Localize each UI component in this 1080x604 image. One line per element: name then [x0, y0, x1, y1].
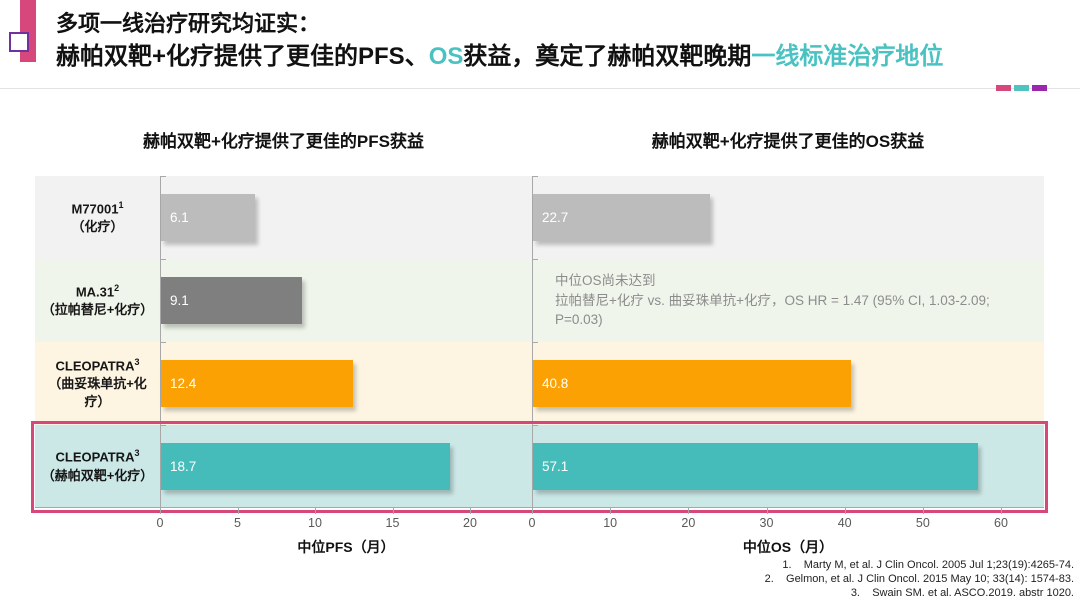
- page-title-line1: 多项一线治疗研究均证实：: [56, 11, 321, 36]
- right-chart-title: 赫帕双靶+化疗提供了更佳的OS获益: [651, 132, 925, 151]
- tick-mark: [237, 508, 239, 514]
- bar-value-label: 18.7: [170, 459, 197, 474]
- os-not-reached-note: 中位OS尚未达到 拉帕替尼+化疗 vs. 曲妥珠单抗+化疗，OS HR = 1.…: [533, 259, 1044, 342]
- bar-value-label: 57.1: [542, 459, 569, 474]
- os-bar-cleopatra-trastuzumab: 40.8: [533, 360, 852, 407]
- dash-teal: [1014, 85, 1029, 91]
- tick-label: 10: [603, 516, 618, 530]
- tick-label: 15: [385, 516, 400, 530]
- tick-mark: [766, 508, 768, 514]
- footnote-1: 1. Marty M, et al. J Clin Oncol. 2005 Ju…: [782, 558, 1074, 571]
- pfs-bar-cleopatra-dual: 18.7: [161, 443, 451, 490]
- tick-mark: [688, 508, 690, 514]
- pfs-axis-label: 中位PFS（月）: [297, 539, 395, 555]
- footnotes: 1. Marty M, et al. J Clin Oncol. 2005 Ju…: [765, 558, 1074, 600]
- header-accent-square-icon: [9, 32, 29, 52]
- study-name: CLEOPATRA3: [55, 448, 140, 465]
- dash-purple: [1032, 85, 1047, 91]
- os-plot-cell: 中位OS尚未达到 拉帕替尼+化疗 vs. 曲妥珠单抗+化疗，OS HR = 1.…: [532, 259, 1044, 342]
- left-chart-title: 赫帕双靶+化疗提供了更佳的PFS获益: [143, 132, 424, 151]
- chart-titles-row: 赫帕双靶+化疗提供了更佳的PFS获益 赫帕双靶+化疗提供了更佳的OS获益: [35, 127, 1044, 152]
- tick-mark: [532, 508, 533, 514]
- study-treatment: （曲妥珠单抗+化疗）: [48, 376, 147, 410]
- study-name: MA.312: [75, 282, 120, 299]
- study-name: CLEOPATRA3: [55, 356, 140, 373]
- row-label-cleopatra-dual: CLEOPATRA3 （赫帕双靶+化疗）: [35, 425, 160, 508]
- tick-label: 10: [308, 516, 322, 530]
- tick-label: 5: [234, 516, 241, 530]
- tick-label: 20: [681, 516, 696, 530]
- os-axis-label: 中位OS（月）: [742, 539, 834, 555]
- title-segment: 赫帕双靶+化疗提供了更佳的PFS、: [56, 42, 429, 70]
- row-label-m77001: M770011 （化疗）: [35, 176, 160, 259]
- bar-value-label: 40.8: [542, 376, 569, 391]
- os-plot-cell: 57.1: [532, 425, 1044, 508]
- note-line2: 拉帕替尼+化疗 vs. 曲妥珠单抗+化疗，OS HR = 1.47 (95% C…: [555, 292, 990, 328]
- note-line1: 中位OS尚未达到: [555, 273, 656, 289]
- tick-mark: [610, 508, 612, 514]
- tick-label: 0: [528, 516, 536, 530]
- pfs-plot-cell: 6.1: [160, 176, 532, 259]
- pfs-plot-cell: 12.4: [160, 342, 532, 425]
- dash-pink: [996, 85, 1011, 91]
- charts-grid: M770011 （化疗） 6.1 22.7 MA.312 （拉帕替尼+化疗） 9…: [31, 176, 1048, 513]
- study-treatment: （赫帕双靶+化疗）: [41, 467, 154, 483]
- pfs-plot-cell: 18.7: [160, 425, 532, 508]
- bar-value-label: 12.4: [170, 376, 197, 391]
- tick-label: 30: [759, 516, 774, 530]
- row-label-cleopatra-trastuzumab: CLEOPATRA3 （曲妥珠单抗+化疗）: [35, 342, 160, 425]
- pfs-plot-cell: 9.1: [160, 259, 532, 342]
- os-bar-m77001: 22.7: [533, 194, 711, 241]
- tick-label: 40: [837, 516, 852, 530]
- tick-label: 20: [463, 516, 477, 530]
- pfs-bar-ma31: 9.1: [161, 277, 302, 324]
- footnote-2: 2. Gelmon, et al. J Clin Oncol. 2015 May…: [764, 572, 1074, 585]
- bar-value-label: 22.7: [542, 210, 569, 225]
- x-axes: 0 5 10 15 20 0 10 20 30 40 50 60: [35, 508, 1044, 536]
- tick-label: 0: [156, 516, 164, 530]
- title-segment-highlight: 一线标准治疗地位: [751, 42, 944, 70]
- row-label-ma31: MA.312 （拉帕替尼+化疗）: [35, 259, 160, 342]
- tick-mark: [1001, 508, 1002, 514]
- os-bar-cleopatra-dual: 57.1: [533, 443, 979, 490]
- os-x-axis: 0 10 20 30 40 50 60: [528, 508, 1044, 536]
- os-plot-cell: 40.8: [532, 342, 1044, 425]
- os-plot-cell: 22.7: [532, 176, 1044, 259]
- bar-value-label: 9.1: [170, 293, 189, 308]
- tick-mark: [922, 508, 924, 514]
- tick-label: 50: [915, 516, 930, 530]
- footnote-3: 3. Swain SM. et al. ASCO.2019. abstr 102…: [850, 586, 1074, 599]
- decorative-dashes: [996, 85, 1047, 91]
- bar-value-label: 6.1: [170, 210, 189, 225]
- tick-mark: [315, 508, 316, 514]
- pfs-bar-cleopatra-trastuzumab: 12.4: [161, 360, 353, 407]
- title-segment-os: OS: [428, 42, 464, 70]
- tick-mark: [470, 508, 471, 514]
- page-title: 多项一线治疗研究均证实： 赫帕双靶+化疗提供了更佳的PFS、OS获益，奠定了赫帕…: [56, 9, 1071, 72]
- title-segment: 获益，奠定了赫帕双靶晚期: [463, 42, 752, 70]
- header-accent-bar: [20, 0, 36, 62]
- tick-mark: [160, 508, 161, 514]
- page-title-line2: 赫帕双靶+化疗提供了更佳的PFS、OS获益，奠定了赫帕双靶晚期一线标准治疗地位: [56, 41, 1071, 72]
- tick-mark: [844, 508, 846, 514]
- study-treatment: （化疗）: [71, 219, 124, 235]
- tick-label: 60: [994, 516, 1008, 530]
- header-divider: [0, 88, 1080, 89]
- pfs-x-axis: 0 5 10 15 20: [156, 508, 532, 536]
- study-name: M770011: [71, 199, 124, 216]
- study-treatment: （拉帕替尼+化疗）: [41, 302, 154, 318]
- tick-mark: [392, 508, 394, 514]
- pfs-bar-m77001: 6.1: [161, 194, 256, 241]
